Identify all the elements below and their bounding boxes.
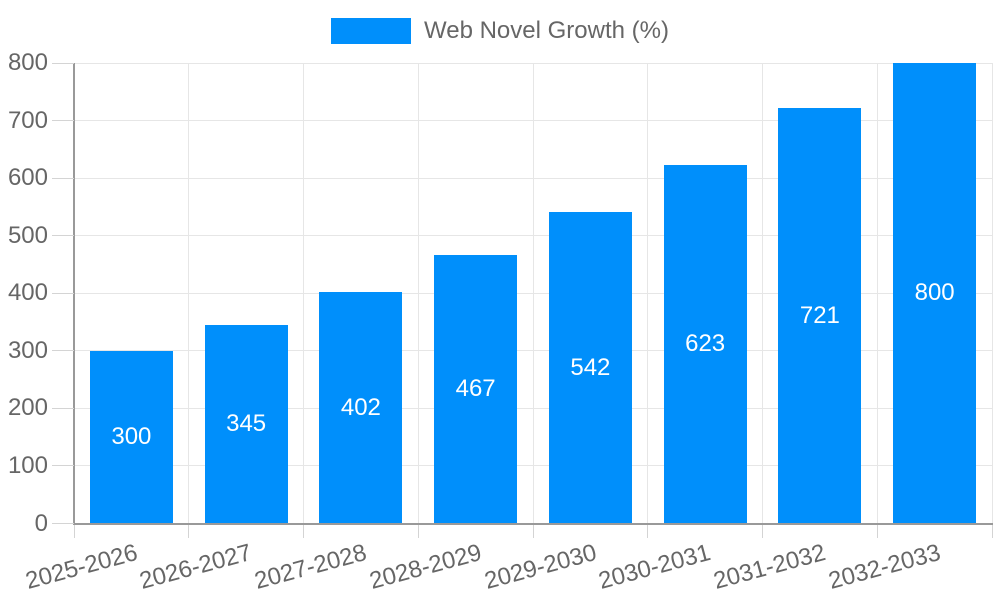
- y-tick-label: 0: [34, 509, 48, 537]
- legend[interactable]: Web Novel Growth (%): [0, 17, 1000, 45]
- x-tick-mark: [303, 524, 304, 538]
- bar-value-label: 300: [111, 423, 152, 451]
- y-tick-mark: [52, 292, 74, 294]
- y-tick-mark: [52, 235, 74, 237]
- x-axis-line: [73, 522, 993, 525]
- bar[interactable]: [893, 63, 977, 524]
- gridline-vertical: [991, 63, 993, 524]
- gridline-horizontal: [74, 62, 992, 64]
- bar-value-label: 721: [799, 301, 840, 329]
- x-tick-label: 2027-2028: [251, 539, 370, 595]
- bar-value-label: 402: [340, 393, 381, 421]
- y-tick-label: 700: [7, 106, 48, 134]
- bar-value-label: 467: [455, 375, 496, 403]
- y-tick-label: 400: [7, 279, 48, 307]
- gridline-horizontal: [74, 292, 992, 294]
- gridline-horizontal: [74, 120, 992, 122]
- x-tick-label: 2030-2031: [595, 539, 714, 595]
- bar-value-label: 800: [914, 279, 955, 307]
- bar[interactable]: [778, 108, 862, 524]
- x-tick-mark: [762, 524, 763, 538]
- gridline-horizontal: [74, 350, 992, 352]
- y-tick-label: 200: [7, 394, 48, 422]
- bar[interactable]: [434, 254, 518, 524]
- y-tick-label: 100: [7, 451, 48, 479]
- legend-swatch: [331, 18, 412, 44]
- x-tick-label: 2025-2026: [22, 539, 141, 595]
- bar[interactable]: [663, 164, 747, 524]
- x-tick-label: 2031-2032: [710, 539, 829, 595]
- x-tick-label: 2026-2027: [136, 539, 255, 595]
- x-tick-label: 2028-2029: [366, 539, 485, 595]
- x-tick-mark: [417, 524, 419, 538]
- y-tick-mark: [52, 407, 74, 409]
- y-tick-label: 800: [7, 49, 48, 76]
- gridline-horizontal: [74, 465, 992, 467]
- bar[interactable]: [319, 292, 403, 524]
- y-tick-mark: [52, 62, 74, 64]
- bar-value-label: 623: [685, 330, 726, 358]
- x-tick-mark: [73, 524, 75, 538]
- x-tick-label: 2032-2033: [825, 539, 944, 595]
- gridline-horizontal: [74, 407, 992, 409]
- gridline-horizontal: [74, 235, 992, 237]
- y-tick-mark: [52, 465, 74, 467]
- x-tick-mark: [991, 524, 993, 538]
- y-tick-mark: [52, 350, 74, 352]
- legend-label: Web Novel Growth (%): [424, 17, 669, 44]
- y-tick-label: 500: [7, 221, 48, 249]
- bar[interactable]: [204, 324, 288, 524]
- y-tick-label: 600: [7, 164, 48, 192]
- x-tick-mark: [532, 524, 534, 538]
- y-tick-mark: [52, 120, 74, 122]
- x-tick-mark: [876, 524, 878, 538]
- gridline-horizontal: [74, 177, 992, 179]
- x-tick-label: 2029-2030: [481, 539, 600, 595]
- bar[interactable]: [548, 211, 632, 524]
- y-axis-line: [73, 63, 75, 525]
- x-tick-mark: [188, 524, 190, 538]
- bar-value-label: 345: [226, 410, 267, 438]
- y-tick-label: 300: [7, 336, 48, 364]
- y-tick-mark: [52, 523, 74, 524]
- y-tick-mark: [52, 177, 74, 179]
- bar-value-label: 542: [570, 353, 611, 381]
- bar[interactable]: [89, 350, 173, 524]
- x-tick-mark: [647, 524, 649, 538]
